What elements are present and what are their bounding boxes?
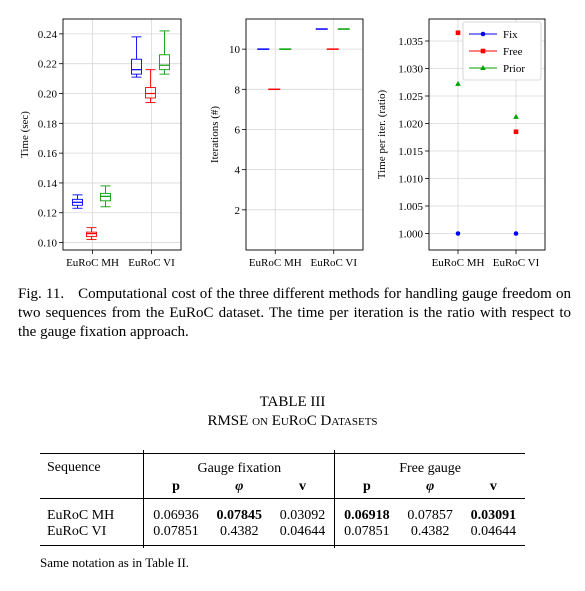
x-tick-label: EuRoC MH bbox=[249, 257, 302, 269]
table-row: EuRoC MH 0.06936 0.07845 0.03092 0.06918… bbox=[40, 502, 525, 524]
figure-11-charts: 0.10 0.12 0.14 0.16 0.18 0.20 0.22 0.24 EuRoC MH… bbox=[19, 18, 546, 269]
legend-box bbox=[462, 21, 542, 81]
y-axis-label: Time per iter. (ratio) bbox=[376, 89, 388, 179]
y-tick-label: 1.030 bbox=[398, 64, 423, 76]
y-tick-label: 0.14 bbox=[38, 178, 58, 190]
y-tick-label: 0.20 bbox=[38, 89, 58, 101]
data-point bbox=[455, 80, 461, 86]
y-tick-label: 8 bbox=[235, 84, 241, 96]
cell-value: 0.04644 bbox=[270, 524, 336, 548]
data-point bbox=[513, 129, 519, 135]
caption-label: Fig. 11. bbox=[18, 286, 65, 302]
cell-value: 0.06936 bbox=[153, 508, 199, 523]
table-title-euroc: EuRoC bbox=[271, 413, 317, 429]
table-title-on: on bbox=[252, 413, 268, 429]
header-free-gauge: Free gauge bbox=[399, 461, 462, 476]
y-tick-label: 1.000 bbox=[398, 229, 423, 241]
box bbox=[86, 231, 97, 238]
table-title-rmse: RMSE bbox=[207, 413, 249, 429]
box bbox=[131, 58, 142, 75]
cell-value: 0.03091 bbox=[470, 508, 517, 523]
x-tick-label: EuRoC MH bbox=[66, 257, 119, 269]
legend-marker bbox=[480, 31, 486, 37]
row-sequence: EuRoC VI bbox=[40, 524, 145, 548]
y-tick-label: 1.020 bbox=[398, 119, 423, 131]
y-tick-label: 6 bbox=[235, 124, 241, 136]
table-note: Same notation as in Table II. bbox=[40, 555, 190, 570]
subheader-phi-1: φ bbox=[235, 479, 244, 494]
data-point bbox=[455, 231, 461, 236]
cell-value: 0.07851 bbox=[153, 524, 199, 539]
y-tick-label: 10 bbox=[229, 44, 241, 56]
legend-marker bbox=[480, 65, 486, 70]
x-tick-label: EuRoC MH bbox=[432, 257, 485, 269]
y-tick-label: 1.015 bbox=[398, 146, 423, 158]
y-tick-label: 1.010 bbox=[398, 174, 423, 186]
figure-caption: Fig. 11. Computational cost of the three … bbox=[18, 285, 571, 342]
y-tick-label: 0.12 bbox=[38, 208, 57, 220]
y-tick-label: 0.22 bbox=[38, 59, 57, 71]
table-number: TABLE III bbox=[259, 394, 326, 410]
row-sequence: EuRoC MH bbox=[40, 502, 145, 524]
box bbox=[100, 192, 111, 202]
x-tick-label: EuRoC VI bbox=[128, 257, 175, 269]
y-tick-label: 0.24 bbox=[38, 29, 58, 41]
subheader-phi-2: φ bbox=[426, 479, 435, 494]
y-tick-label: 2 bbox=[235, 205, 241, 217]
table-row: EuRoC VI 0.07851 0.4382 0.04644 0.07851 … bbox=[40, 524, 525, 548]
legend-label: Fix bbox=[503, 29, 518, 41]
legend-marker bbox=[480, 48, 486, 54]
plot-frame bbox=[245, 18, 364, 251]
plot-frame bbox=[428, 18, 546, 251]
cell-value: 0.07851 bbox=[344, 524, 390, 539]
plot-frame bbox=[62, 18, 182, 251]
y-tick-label: 4 bbox=[235, 165, 241, 177]
subheader-v-2: v bbox=[489, 479, 497, 494]
cell-value: 0.4382 bbox=[410, 524, 450, 539]
table-header-row: Sequence Gauge fixation Free gauge bbox=[40, 450, 525, 502]
data-point bbox=[455, 30, 461, 36]
cell-value: 0.4382 bbox=[220, 524, 259, 539]
y-tick-label: 1.005 bbox=[398, 201, 423, 213]
header-gauge-fixation: Gauge fixation bbox=[143, 450, 336, 478]
subheader-v-1: v bbox=[270, 478, 336, 502]
cell-value: 0.06918 bbox=[344, 508, 390, 523]
rmse-table: Sequence Gauge fixation Free gauge p φ v… bbox=[40, 450, 525, 548]
cell-value: 0.07857 bbox=[407, 508, 453, 523]
caption-text: Computational cost of the three differen… bbox=[18, 286, 572, 340]
legend-label: Prior bbox=[503, 63, 525, 75]
cell-value: 0.04644 bbox=[470, 524, 517, 539]
data-point bbox=[513, 231, 519, 236]
header-sequence: Sequence bbox=[40, 450, 145, 502]
legend-label: Free bbox=[503, 46, 523, 58]
x-tick-label: EuRoC VI bbox=[310, 257, 357, 269]
y-tick-label: 1.035 bbox=[398, 36, 423, 48]
y-tick-label: 1.025 bbox=[398, 91, 423, 103]
box bbox=[159, 54, 170, 71]
y-axis-label: Iterations (#) bbox=[209, 106, 221, 163]
y-axis-label: Time (sec) bbox=[19, 111, 31, 158]
cell-value: 0.03092 bbox=[270, 502, 336, 524]
x-tick-label: EuRoC VI bbox=[493, 257, 540, 269]
box bbox=[145, 87, 156, 99]
y-tick-label: 0.10 bbox=[38, 238, 58, 250]
table-title: RMSE on EuRoC Datasets bbox=[0, 413, 585, 430]
data-point bbox=[513, 113, 519, 119]
subheader-p-2: p bbox=[363, 479, 371, 494]
table-subheader-row: p φ v p φ v bbox=[40, 478, 525, 502]
subheader-p-1: p bbox=[172, 479, 180, 494]
y-tick-label: 0.16 bbox=[38, 148, 58, 160]
table-title-datasets: Datasets bbox=[320, 413, 378, 429]
y-tick-label: 0.18 bbox=[38, 118, 58, 130]
cell-value: 0.07845 bbox=[216, 508, 263, 523]
